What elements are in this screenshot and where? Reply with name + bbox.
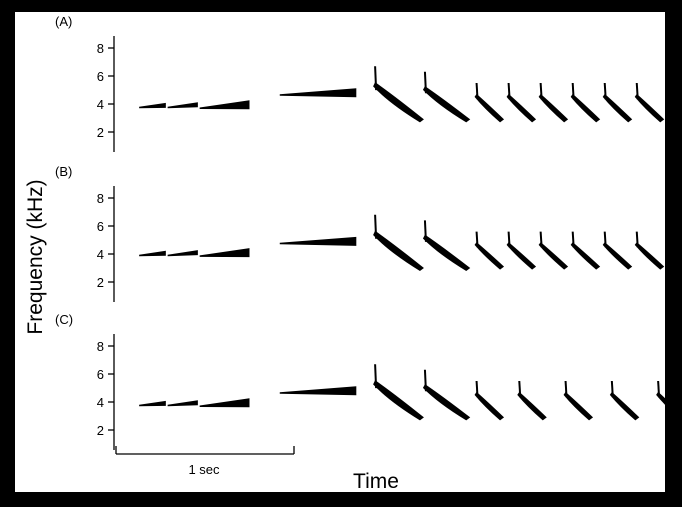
scale-bar-label: 1 sec <box>188 462 220 477</box>
trill-sweep <box>656 391 665 405</box>
tone-note <box>199 398 250 408</box>
trill-sweep <box>373 230 424 271</box>
trill-sweep <box>474 93 505 123</box>
y-axis-label: Frequency (kHz) <box>24 179 47 334</box>
trill-sweep <box>602 242 633 270</box>
y-tick-label: 6 <box>97 219 104 234</box>
trill-sweep <box>570 242 601 270</box>
y-tick-label: 8 <box>97 339 104 354</box>
trill-sweep <box>506 93 537 123</box>
trill-sweep <box>538 93 569 123</box>
tone-note <box>139 250 166 257</box>
panel-label: (A) <box>55 14 72 29</box>
tone-note <box>167 250 198 257</box>
trill-sweep <box>422 86 471 123</box>
spectrogram-figure: (A) 2 4 6 8 (B) 2 4 6 8 (C) 2 4 6 8 Frequency (kHz) Ti… <box>24 14 665 492</box>
trill-sweep <box>634 242 665 270</box>
tone-note <box>199 248 250 258</box>
trill-sweep <box>474 391 505 421</box>
trill-sweep <box>373 380 424 421</box>
trill-sweep <box>602 93 633 123</box>
panel-label: (B) <box>55 164 72 179</box>
tone-note <box>279 88 357 98</box>
y-tick-label: 6 <box>97 367 104 382</box>
trill-sweep <box>474 242 505 270</box>
tone-note <box>279 236 357 246</box>
tone-note <box>167 102 198 109</box>
trill-sweep <box>570 93 601 123</box>
x-axis-label: Time <box>353 470 399 492</box>
y-tick-label: 4 <box>97 247 104 262</box>
y-tick-label: 2 <box>97 275 104 290</box>
y-tick-label: 2 <box>97 125 104 140</box>
trill-sweep <box>506 242 537 270</box>
y-tick-label: 4 <box>97 395 104 410</box>
tone-note <box>139 400 166 407</box>
y-tick-label: 8 <box>97 191 104 206</box>
trill-sweep <box>609 391 640 421</box>
y-tick-label: 8 <box>97 41 104 56</box>
y-tick-label: 4 <box>97 97 104 112</box>
y-tick-label: 6 <box>97 69 104 84</box>
trill-sweep <box>373 82 424 123</box>
trill-sweep <box>563 391 594 421</box>
trill-sweep <box>517 391 547 421</box>
tone-note <box>279 386 357 396</box>
trill-sweep <box>538 242 569 270</box>
panel-label: (C) <box>55 312 73 327</box>
trill-sweep <box>634 93 665 123</box>
y-tick-label: 2 <box>97 423 104 438</box>
tone-note <box>139 102 166 109</box>
trill-sweep <box>422 234 471 271</box>
tone-note <box>167 400 198 407</box>
figure-panel: (A) 2 4 6 8 (B) 2 4 6 8 (C) 2 4 6 8 Frequency (kHz) Ti… <box>15 12 665 492</box>
tone-note <box>199 100 250 110</box>
trill-sweep <box>422 384 471 421</box>
